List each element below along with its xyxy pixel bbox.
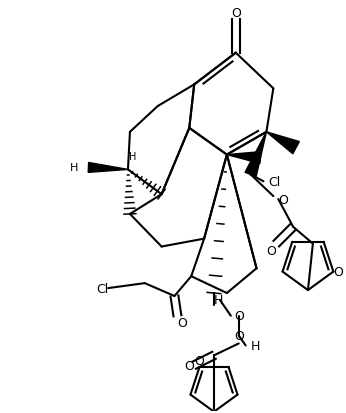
Polygon shape: [88, 163, 128, 173]
Text: Cl: Cl: [96, 282, 108, 295]
Text: O: O: [333, 266, 343, 278]
Text: H: H: [129, 151, 137, 161]
Text: O: O: [266, 244, 276, 257]
Text: O: O: [234, 329, 244, 342]
Polygon shape: [245, 133, 266, 177]
Text: H: H: [70, 163, 79, 173]
Text: O: O: [278, 193, 288, 206]
Text: O: O: [194, 354, 204, 367]
Text: O: O: [231, 7, 241, 20]
Text: Cl: Cl: [268, 176, 281, 188]
Polygon shape: [266, 133, 299, 154]
Text: O: O: [177, 316, 187, 329]
Text: H: H: [214, 294, 224, 307]
Text: O: O: [234, 309, 244, 323]
Text: O: O: [184, 359, 194, 372]
Polygon shape: [227, 152, 261, 164]
Text: H: H: [251, 339, 260, 352]
